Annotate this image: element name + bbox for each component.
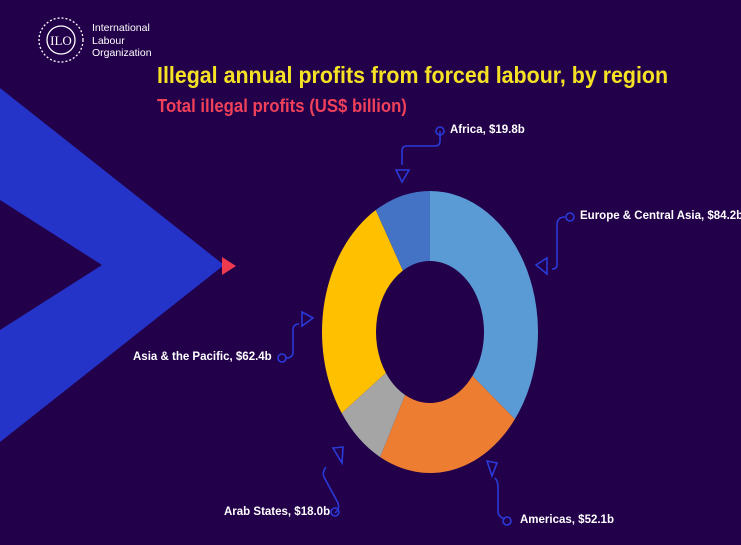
connector-europe <box>551 216 566 270</box>
connector-africa <box>401 131 441 165</box>
pointer-europe <box>534 256 548 276</box>
marker-asia <box>277 353 287 363</box>
slice-americas <box>380 375 515 473</box>
label-europe: Europe & Central Asia, $84.2b <box>580 210 741 222</box>
slice-europe-central-asia <box>430 191 538 420</box>
logo-line: Organization <box>92 47 152 59</box>
chevron-decoration <box>0 88 224 442</box>
marker-americas <box>502 516 512 526</box>
pointer-asia <box>301 310 315 328</box>
marker-europe <box>565 212 575 222</box>
pointer-arab <box>331 446 344 466</box>
chart-subtitle: Total illegal profits (US$ billion) <box>157 96 407 116</box>
label-americas: Americas, $52.1b <box>520 514 614 526</box>
connector-asia <box>285 323 300 359</box>
connector-arab <box>322 466 340 514</box>
marker-africa <box>435 126 445 136</box>
logo-text: International Labour Organization <box>92 22 152 60</box>
label-asia: Asia & the Pacific, $62.4b <box>133 351 272 363</box>
slice-asia-the-pacific <box>322 210 403 414</box>
ilo-logo: ILO <box>38 17 84 63</box>
pointer-africa <box>394 169 411 184</box>
logo-line: Labour <box>92 34 125 47</box>
slice-arab-states <box>341 372 406 458</box>
svg-text:ILO: ILO <box>50 33 72 48</box>
connector-americas <box>494 477 506 520</box>
slice-africa <box>375 191 430 271</box>
label-africa: Africa, $19.8b <box>450 124 525 136</box>
marker-arab <box>330 507 340 517</box>
label-arab: Arab States, $18.0b <box>224 506 331 518</box>
chart-title: Illegal annual profits from forced labou… <box>157 62 669 88</box>
pointer-americas <box>485 459 499 479</box>
chevron-tip-accent <box>222 257 236 275</box>
logo-line: International <box>92 22 150 34</box>
